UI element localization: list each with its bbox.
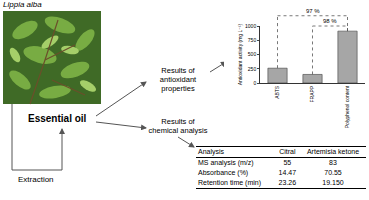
- svg-text:750: 750: [248, 37, 257, 43]
- html-text:Results of chemical analysis: Results of chemical analysis: [148, 117, 208, 135]
- html-text:MS analysis (m/z): MS analysis (m/z): [198, 159, 254, 166]
- svg-text:500: 500: [248, 51, 257, 57]
- html-text:14.47: 14.47: [278, 169, 297, 176]
- html-text:Results of antioxidant propert: Results of antioxidant properties: [159, 66, 197, 93]
- html-text:Essential oil: Essential oil: [28, 113, 87, 124]
- html-text:Absorbance (%): Absorbance (%): [198, 169, 249, 176]
- svg-text:98 %: 98 %: [323, 18, 337, 24]
- html-text:Citral: Citral: [279, 148, 296, 155]
- html-text:Analysis: Analysis: [198, 148, 225, 155]
- html-text:23.26: 23.26: [278, 179, 297, 186]
- html-text:Retention time (min): Retention time (min): [198, 179, 261, 186]
- svg-text:Polyphenol content: Polyphenol content: [344, 85, 350, 128]
- svg-text:0: 0: [253, 80, 256, 86]
- html-text:Artemisia ketone: Artemisia ketone: [306, 148, 360, 155]
- html-text:70.55: 70.55: [324, 169, 342, 176]
- svg-text:FRAPP: FRAPP: [309, 85, 315, 102]
- svg-text:250: 250: [248, 66, 257, 72]
- html-text:55: 55: [283, 159, 292, 166]
- html-text:Extraction: Extraction: [18, 175, 54, 184]
- svg-text:ABTS: ABTS: [274, 85, 280, 99]
- html-text:Lippia alba: Lippia alba: [3, 0, 42, 9]
- svg-text:97 %: 97 %: [306, 8, 320, 14]
- svg-text:Antioxidant activity (mg L⁻¹): Antioxidant activity (mg L⁻¹): [237, 23, 243, 85]
- html-text:83: 83: [329, 159, 337, 166]
- svg-text:1000: 1000: [245, 23, 256, 29]
- html-text:19.150: 19.150: [322, 179, 344, 186]
